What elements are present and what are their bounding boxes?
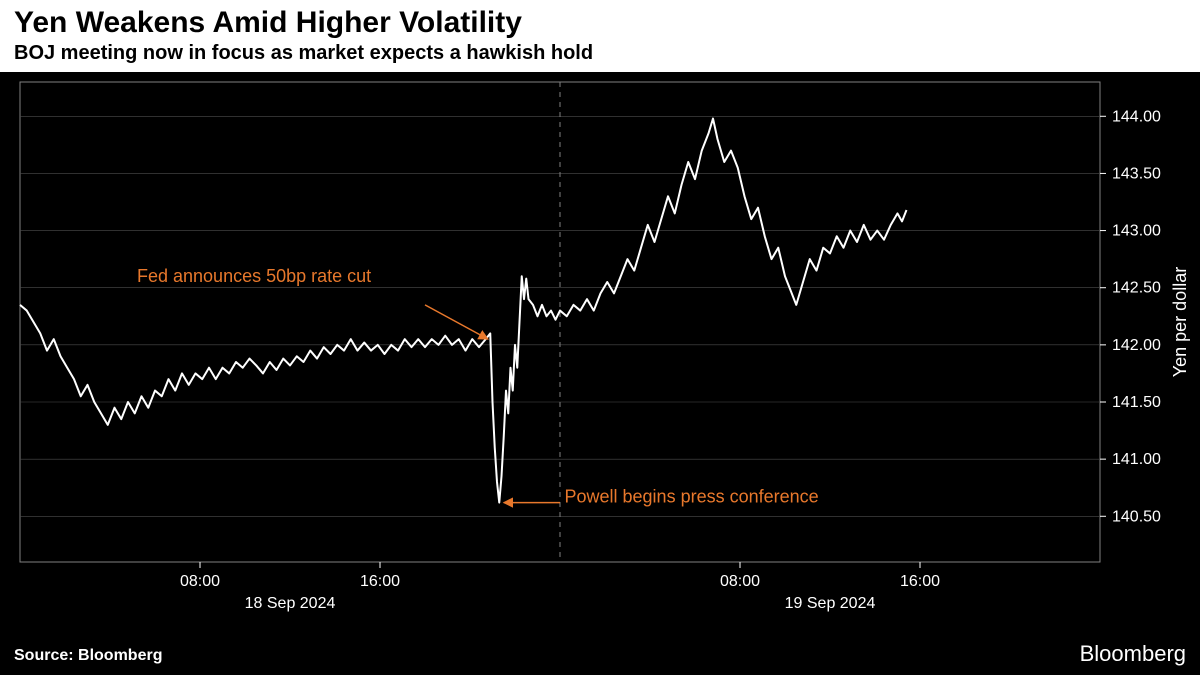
svg-text:08:00: 08:00 xyxy=(720,573,760,590)
svg-text:141.00: 141.00 xyxy=(1112,451,1161,468)
svg-text:143.50: 143.50 xyxy=(1112,165,1161,182)
chart-header: Yen Weakens Amid Higher Volatility BOJ m… xyxy=(0,0,1200,72)
chart-title: Yen Weakens Amid Higher Volatility xyxy=(14,6,522,40)
svg-text:08:00: 08:00 xyxy=(180,573,220,590)
line-chart: 140.50 141.00 141.50 142.00 142.50 143.00 143.… xyxy=(0,72,1200,635)
svg-text:19 Sep 2024: 19 Sep 2024 xyxy=(785,595,876,612)
svg-text:142.00: 142.00 xyxy=(1112,337,1161,354)
svg-text:Fed announces 50bp rate cut: Fed announces 50bp rate cut xyxy=(137,266,371,286)
brand-label: Bloomberg xyxy=(1080,641,1186,667)
svg-text:18 Sep 2024: 18 Sep 2024 xyxy=(245,595,336,612)
source-label: Source: Bloomberg xyxy=(14,647,162,665)
svg-text:140.50: 140.50 xyxy=(1112,508,1161,525)
svg-text:Powell begins press conference: Powell begins press conference xyxy=(565,487,819,507)
chart-footer: Source: Bloomberg Bloomberg xyxy=(0,635,1200,675)
svg-text:144.00: 144.00 xyxy=(1112,108,1161,125)
svg-text:142.50: 142.50 xyxy=(1112,280,1161,297)
chart-subtitle: BOJ meeting now in focus as market expec… xyxy=(14,42,593,65)
svg-text:141.50: 141.50 xyxy=(1112,394,1161,411)
svg-text:Yen per dollar: Yen per dollar xyxy=(1170,267,1190,377)
svg-text:143.00: 143.00 xyxy=(1112,223,1161,240)
svg-text:16:00: 16:00 xyxy=(360,573,400,590)
svg-text:16:00: 16:00 xyxy=(900,573,940,590)
